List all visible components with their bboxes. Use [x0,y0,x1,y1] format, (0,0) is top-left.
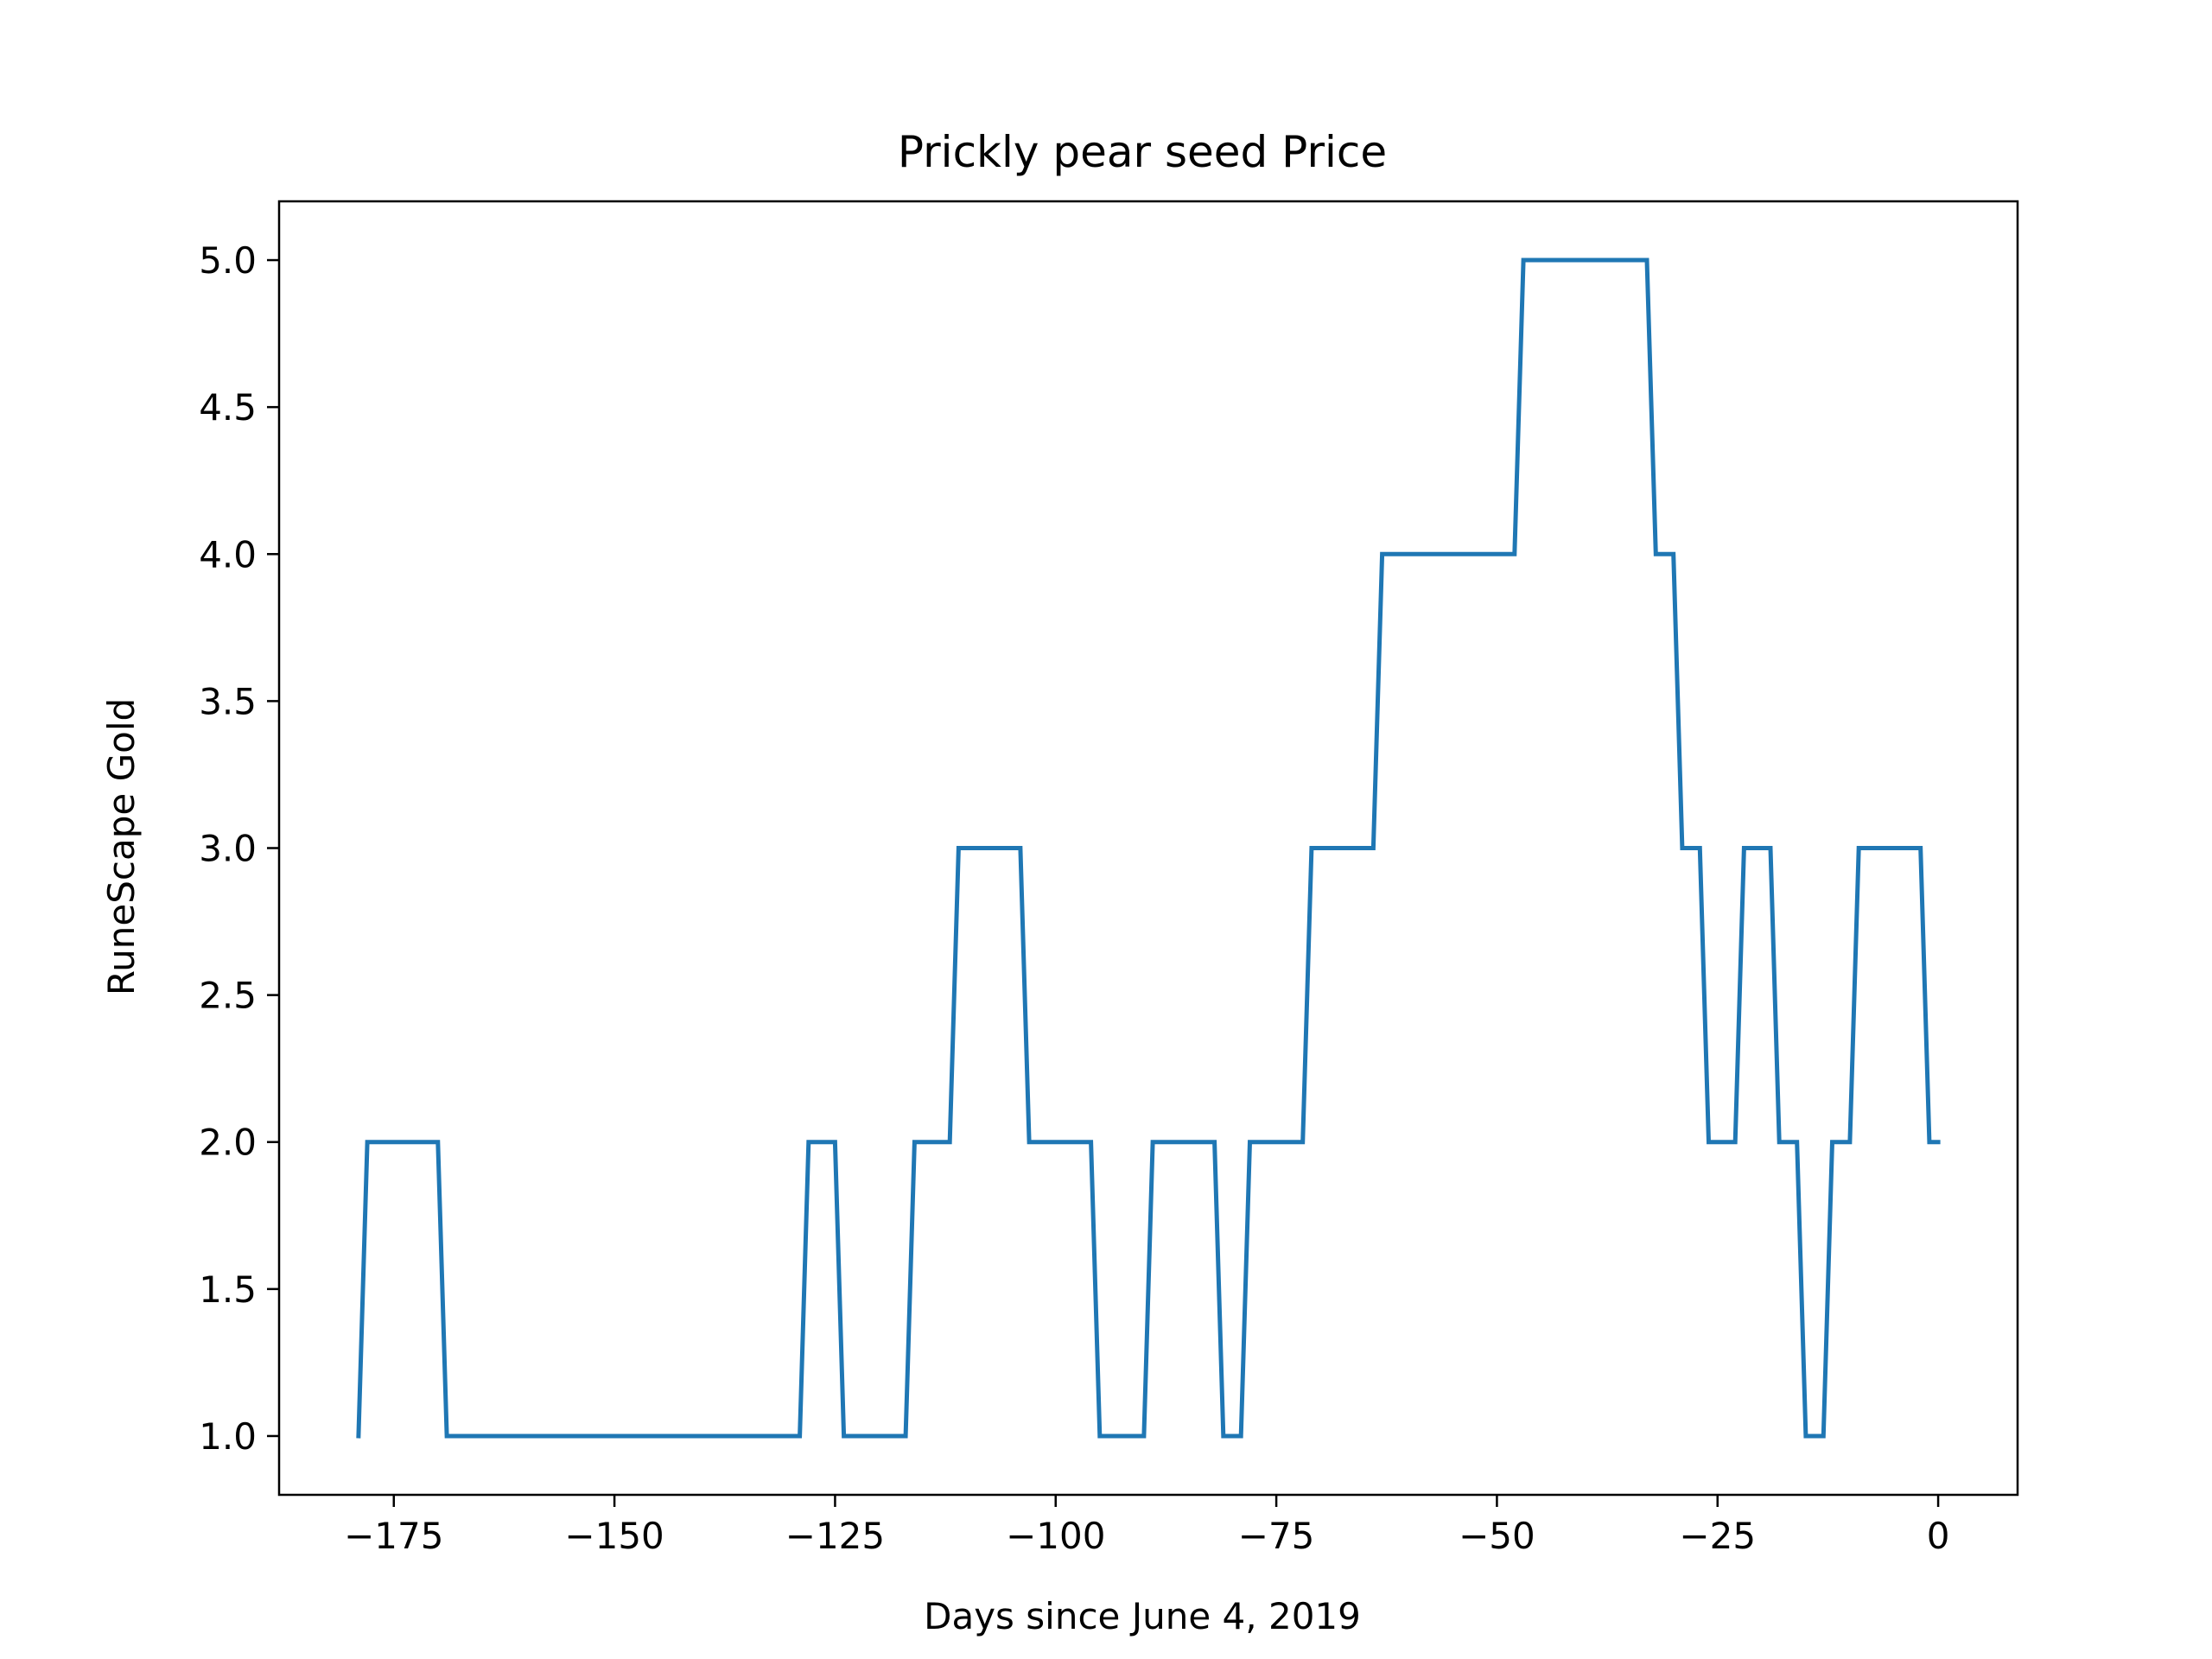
x-tick-label: −150 [564,1515,664,1557]
y-tick-label: 2.5 [199,975,257,1017]
y-tick-label: 1.0 [199,1415,257,1458]
y-tick-label: 1.5 [199,1268,257,1311]
y-tick-label: 4.0 [199,533,257,575]
x-tick-label: −125 [785,1515,885,1557]
chart-title: Prickly pear seed Price [898,127,1387,177]
x-tick-label: 0 [1927,1515,1950,1557]
y-tick-label: 5.0 [199,239,257,282]
y-tick-label: 2.0 [199,1122,257,1164]
y-axis-label: RuneScape Gold [100,698,143,995]
y-tick-label: 4.5 [199,386,257,429]
series-line [356,257,1941,1439]
x-tick-label: −25 [1679,1515,1756,1557]
plot-area: −175 −150 −125 −100 −75 −50 −25 0 1.0 1.5 2.0 2.5 3.… [199,200,2019,1557]
y-tick-label: 3.5 [199,680,257,722]
y-tick-label: 3.0 [199,828,257,870]
x-tick-label: −50 [1459,1515,1535,1557]
x-tick-label: −75 [1238,1515,1315,1557]
x-axis-label: Days since June 4, 2019 [924,1595,1361,1637]
x-tick-label: −100 [1006,1515,1105,1557]
x-tick-label: −175 [344,1515,443,1557]
